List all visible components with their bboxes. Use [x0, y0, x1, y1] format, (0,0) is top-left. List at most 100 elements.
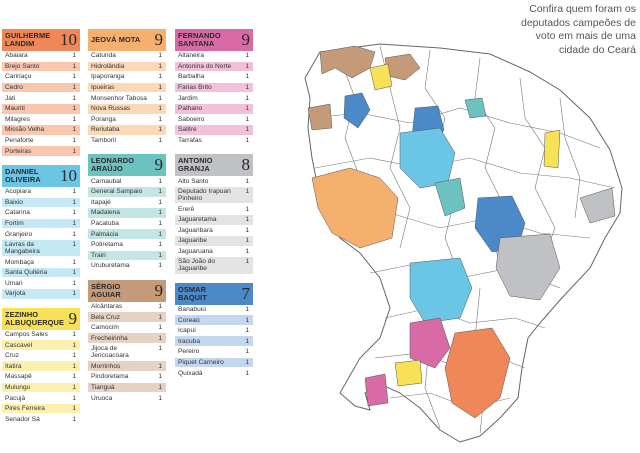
city-row: Jati 1 [2, 93, 80, 104]
card-sergio-aguiar: SÉRGIO AGUIAR 9 Alcântaras 1 Bela Cruz 1 Camoci… [88, 279, 166, 404]
city-count: 1 [72, 362, 76, 370]
city-count: 1 [245, 73, 249, 81]
city-row: Ipaporanga 1 [88, 72, 166, 83]
city-count: 1 [158, 345, 162, 353]
city-count: 1 [72, 405, 76, 413]
city-row: Nova Russas 1 [88, 103, 166, 115]
city-count: 1 [158, 105, 162, 113]
city-name: Jardim [178, 94, 198, 102]
city-name: Bela Cruz [91, 313, 120, 321]
city-name: São João do Jaguaribe [178, 258, 216, 273]
city-name: Monsenhor Tabosa [91, 94, 147, 102]
city-row: Caririaçu 1 [2, 72, 80, 83]
city-count: 1 [245, 115, 249, 123]
city-name: Baixio [5, 198, 23, 206]
region-antonio-granja [495, 233, 561, 301]
region-sergio-aguiar [307, 103, 333, 131]
city-row: Quixadá 1 [175, 368, 253, 379]
deputy-name-line: SANTANA [178, 39, 215, 48]
city-name: Caririaçu [5, 73, 32, 81]
city-total: 9 [154, 30, 164, 49]
city-row: Mulungu 1 [2, 382, 80, 394]
deputy-name-line: LEONARDO [91, 156, 135, 166]
card-header: OSMAR BAQUIT 7 [175, 282, 253, 305]
city-name: Hidrolândia [91, 62, 125, 70]
city-name: Ipaporanga [91, 73, 125, 81]
deputy-name: SÉRGIO AGUIAR [91, 282, 121, 299]
deputy-name: ANTONIO GRANJA [178, 157, 213, 173]
city-row: Alto Santo 1 [175, 176, 253, 187]
city-row: Lavras da Mangabeira 1 [2, 239, 80, 258]
city-row: Fortim 1 [2, 218, 80, 230]
city-row: Icapuí 1 [175, 326, 253, 337]
city-count: 1 [158, 188, 162, 196]
city-name: Reriutaba [91, 126, 120, 134]
city-name: Mulungu [5, 383, 31, 391]
city-name: Farias Brito [178, 84, 212, 92]
caption-line: cidade do Ceará [558, 43, 636, 56]
region-antonio-granja [579, 187, 616, 224]
city-count: 1 [158, 94, 162, 102]
city-row: Cruz 1 [2, 351, 80, 362]
deputy-name-line: ALBUQUERQUE [5, 317, 64, 327]
city-count: 1 [245, 177, 249, 185]
city-count: 1 [158, 198, 162, 206]
region-jeova-mota [311, 167, 399, 249]
city-count: 1 [72, 230, 76, 238]
city-name: Frecheirinha [91, 334, 128, 342]
city-name: Umari [5, 279, 23, 287]
city-name: Fortim [5, 220, 24, 228]
city-row: Coreaú 1 [175, 315, 253, 326]
city-count: 1 [72, 62, 76, 70]
city-count: 1 [245, 94, 249, 102]
city-count: 1 [72, 105, 76, 113]
region-leonardo-araujo [464, 97, 487, 119]
city-name: Cruz [5, 352, 19, 360]
city-name: Alto Santo [178, 177, 209, 185]
city-count: 1 [158, 302, 162, 310]
city-count: 1 [72, 84, 76, 92]
deputy-name-line: DANNIEL [5, 166, 39, 176]
city-count: 1 [158, 324, 162, 332]
city-row: Uruburetama 1 [88, 261, 166, 272]
city-name: Alcântaras [91, 302, 123, 310]
city-row: Pereiro 1 [175, 347, 253, 358]
caption-line: Confira quem foram os [529, 3, 636, 15]
deputy-name-line: FERNANDO [178, 31, 221, 40]
city-name: Catarina [5, 209, 30, 217]
city-count: 1 [158, 73, 162, 81]
city-row: Catunda 1 [88, 51, 166, 62]
card-leonardo-araujo: LEONARDO ARAÚJO 9 Carnaubal 1 General Sampaio… [88, 154, 166, 272]
city-name: Camocim [91, 324, 119, 332]
city-count: 1 [158, 251, 162, 259]
card-header: DANNIEL OLIVEIRA 10 [2, 164, 80, 187]
city-name: Brejo Santo [5, 62, 40, 70]
deputy-name: DANNIEL OLIVEIRA [5, 166, 41, 184]
city-row: Pindoretama 1 [88, 372, 166, 383]
deputy-name-line: AGUIAR [91, 289, 121, 299]
city-count: 1 [72, 198, 76, 206]
city-row: Reriutaba 1 [88, 125, 166, 136]
city-row: Mombaça 1 [2, 257, 80, 268]
city-count: 1 [158, 177, 162, 185]
city-count: 1 [72, 330, 76, 338]
deputy-name-line: OLIVEIRA [5, 174, 41, 184]
region-fernando-santana [409, 317, 451, 369]
city-count: 1 [245, 126, 249, 134]
city-name: Ipueiras [91, 84, 115, 92]
city-name: Salitre [178, 126, 197, 134]
city-row: Potiretama 1 [88, 240, 166, 251]
city-row: Pacatuba 1 [88, 219, 166, 230]
city-row: Pacujá 1 [2, 393, 80, 404]
region-sergio-aguiar [319, 45, 376, 79]
city-name: General Sampaio [91, 188, 143, 196]
card-header: ZEZINHO ALBUQUERQUE 9 [2, 307, 80, 330]
city-row: Ipueiras 1 [88, 82, 166, 94]
city-name: Altaneira [178, 52, 205, 60]
city-row: Piquet Carneiro 1 [175, 357, 253, 369]
city-count: 1 [245, 52, 249, 60]
city-count: 1 [245, 205, 249, 213]
city-row: Palmácia 1 [88, 229, 166, 240]
ceara-map [304, 43, 623, 443]
city-row: Ererê 1 [175, 204, 253, 215]
